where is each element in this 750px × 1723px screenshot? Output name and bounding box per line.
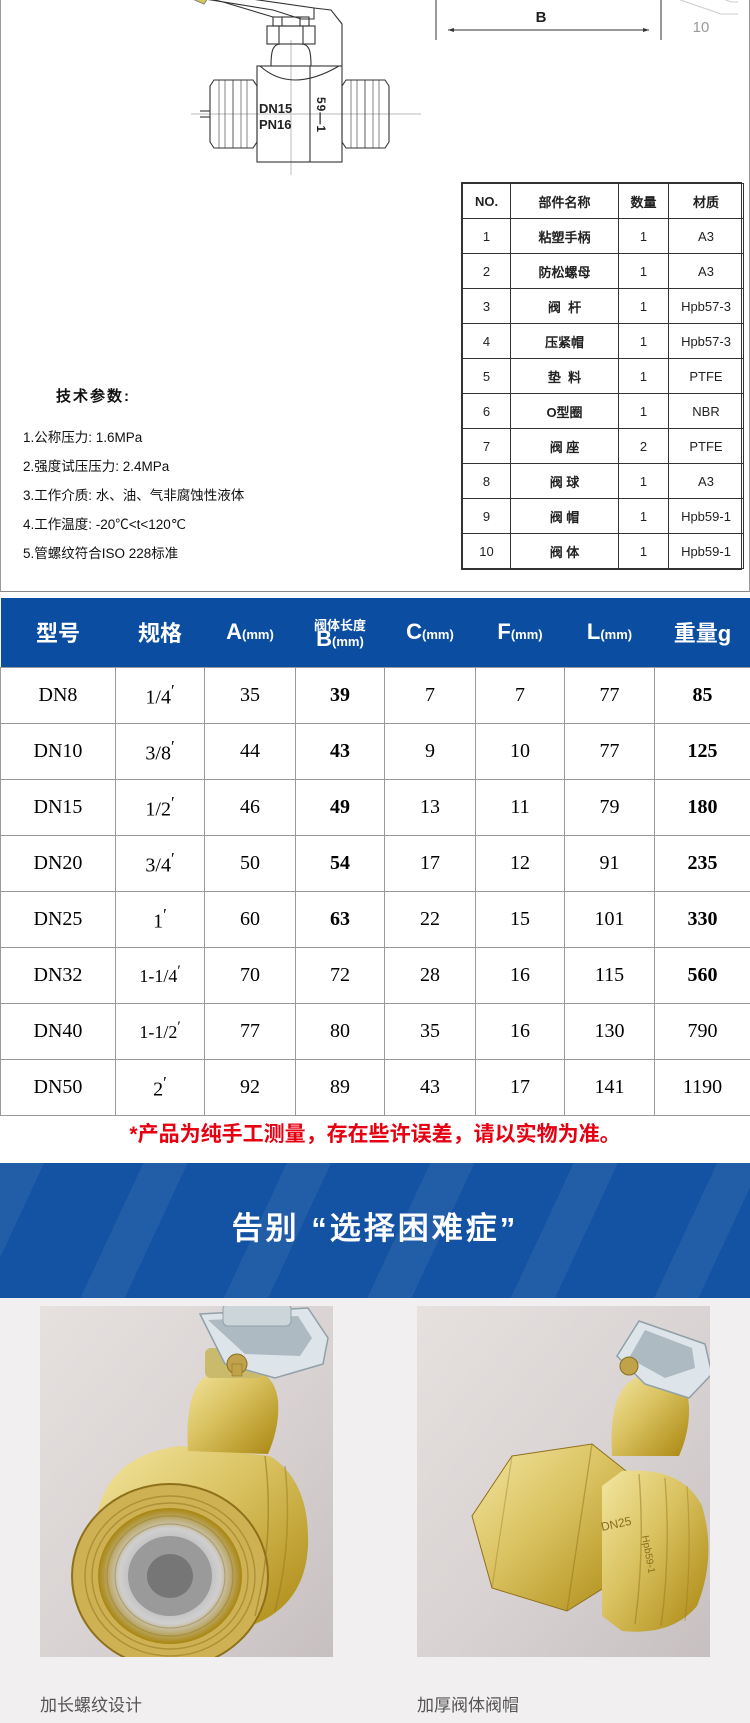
svg-text:B: B <box>536 9 547 26</box>
svg-text:10: 10 <box>693 19 710 36</box>
